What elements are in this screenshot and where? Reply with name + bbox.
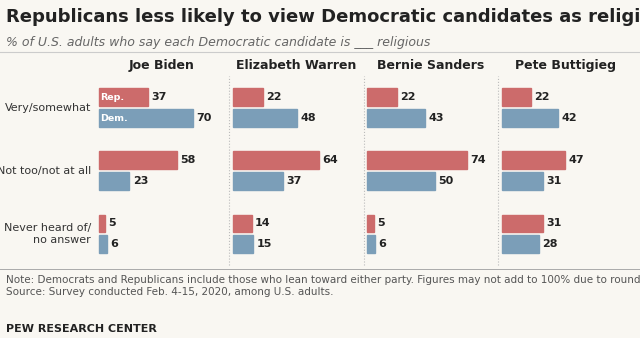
- Text: 74: 74: [470, 155, 486, 165]
- Text: 28: 28: [543, 239, 558, 249]
- Bar: [367, 215, 374, 232]
- Text: 23: 23: [132, 176, 148, 186]
- Text: 6: 6: [379, 239, 387, 249]
- Text: 22: 22: [266, 92, 281, 102]
- Bar: [99, 88, 148, 106]
- Text: 15: 15: [256, 239, 272, 249]
- Bar: [502, 236, 540, 253]
- Bar: [367, 172, 435, 190]
- Bar: [99, 172, 129, 190]
- Bar: [502, 172, 543, 190]
- Text: Dem.: Dem.: [100, 114, 128, 123]
- Text: 47: 47: [568, 155, 584, 165]
- Text: Joe Biden: Joe Biden: [129, 59, 195, 72]
- Bar: [502, 151, 565, 169]
- Text: Rep.: Rep.: [100, 93, 125, 102]
- Text: 31: 31: [547, 176, 562, 186]
- Text: Pete Buttigieg: Pete Buttigieg: [515, 59, 616, 72]
- Bar: [502, 88, 531, 106]
- Bar: [233, 215, 252, 232]
- Bar: [233, 236, 253, 253]
- Text: % of U.S. adults who say each Democratic candidate is ___ religious: % of U.S. adults who say each Democratic…: [6, 36, 431, 49]
- Bar: [99, 236, 107, 253]
- Bar: [367, 109, 425, 127]
- Text: 5: 5: [109, 218, 116, 228]
- Bar: [367, 88, 397, 106]
- Text: 14: 14: [255, 218, 271, 228]
- Bar: [233, 151, 319, 169]
- Text: Very/somewhat: Very/somewhat: [4, 103, 91, 113]
- Text: Bernie Sanders: Bernie Sanders: [377, 59, 484, 72]
- Bar: [367, 151, 467, 169]
- Text: 64: 64: [322, 155, 338, 165]
- Bar: [99, 109, 193, 127]
- Text: Republicans less likely to view Democratic candidates as religious: Republicans less likely to view Democrat…: [6, 8, 640, 26]
- Text: 31: 31: [547, 218, 562, 228]
- Text: Not too/not at all: Not too/not at all: [0, 166, 91, 176]
- Bar: [99, 215, 105, 232]
- Text: PEW RESEARCH CENTER: PEW RESEARCH CENTER: [6, 324, 157, 335]
- Text: 42: 42: [561, 113, 577, 123]
- Bar: [233, 172, 283, 190]
- Bar: [233, 88, 262, 106]
- Bar: [99, 151, 177, 169]
- Bar: [367, 236, 376, 253]
- Text: Note: Democrats and Republicans include those who lean toward either party. Figu: Note: Democrats and Republicans include …: [6, 275, 640, 297]
- Text: 58: 58: [180, 155, 195, 165]
- Text: 37: 37: [152, 92, 167, 102]
- Bar: [233, 109, 298, 127]
- Text: Never heard of/
no answer: Never heard of/ no answer: [4, 223, 91, 245]
- Text: 22: 22: [534, 92, 550, 102]
- Bar: [502, 109, 558, 127]
- Text: 50: 50: [438, 176, 453, 186]
- Text: 37: 37: [286, 176, 301, 186]
- Text: 22: 22: [400, 92, 415, 102]
- Text: Elizabeth Warren: Elizabeth Warren: [236, 59, 356, 72]
- Text: 48: 48: [301, 113, 316, 123]
- Text: 70: 70: [196, 113, 211, 123]
- Text: 43: 43: [428, 113, 444, 123]
- Bar: [502, 215, 543, 232]
- Text: 5: 5: [378, 218, 385, 228]
- Text: 6: 6: [110, 239, 118, 249]
